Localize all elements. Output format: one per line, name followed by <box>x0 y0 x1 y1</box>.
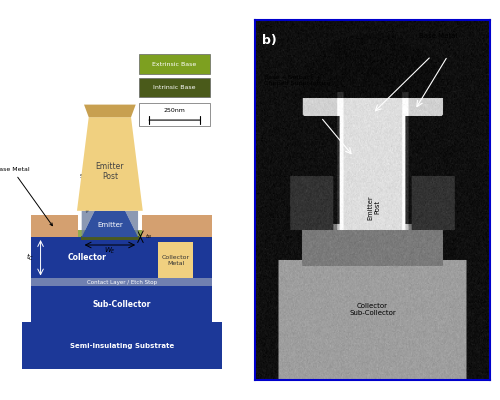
Bar <box>22 322 222 369</box>
Text: Semi-Insulating Substrate: Semi-Insulating Substrate <box>70 343 174 349</box>
Text: Emitter
Post: Emitter Post <box>96 162 124 181</box>
Text: Base Metal: Base Metal <box>0 167 52 226</box>
Text: Collector
Sub-Collector: Collector Sub-Collector <box>349 303 396 316</box>
Text: $W_E$: $W_E$ <box>104 245 116 256</box>
Bar <box>31 216 78 237</box>
Text: Collector
Metal: Collector Metal <box>162 255 190 266</box>
Text: SiN sidewall: SiN sidewall <box>80 174 118 212</box>
Bar <box>139 78 210 98</box>
Polygon shape <box>82 211 138 237</box>
Text: Base + Setback +
Chirped Super-lattice: Base + Setback + Chirped Super-lattice <box>264 75 331 86</box>
Polygon shape <box>77 117 143 211</box>
Text: $t_B$: $t_B$ <box>145 232 152 241</box>
Text: Contact Layer / Etch Stop: Contact Layer / Etch Stop <box>86 280 156 285</box>
Bar <box>31 230 212 237</box>
Bar <box>31 286 212 322</box>
Text: Emitter: Emitter <box>97 222 123 228</box>
Bar <box>139 103 210 126</box>
Text: Base Metal: Base Metal <box>419 33 458 39</box>
Polygon shape <box>84 104 136 117</box>
Text: Intrinsic Base: Intrinsic Base <box>153 85 196 90</box>
Bar <box>139 54 210 74</box>
Bar <box>31 237 212 278</box>
Bar <box>142 216 212 237</box>
Polygon shape <box>82 211 94 237</box>
Bar <box>158 242 194 278</box>
Text: 250nm: 250nm <box>164 108 186 112</box>
Text: $t_C$: $t_C$ <box>26 252 34 263</box>
Text: Collector: Collector <box>68 254 107 262</box>
Text: Sub-Collector: Sub-Collector <box>92 300 151 309</box>
Polygon shape <box>125 211 138 237</box>
Text: Emitter
Post: Emitter Post <box>367 195 380 220</box>
Bar <box>80 236 139 240</box>
Bar <box>31 278 212 286</box>
Text: b): b) <box>262 34 277 48</box>
Text: Extrinsic Base: Extrinsic Base <box>152 62 196 66</box>
